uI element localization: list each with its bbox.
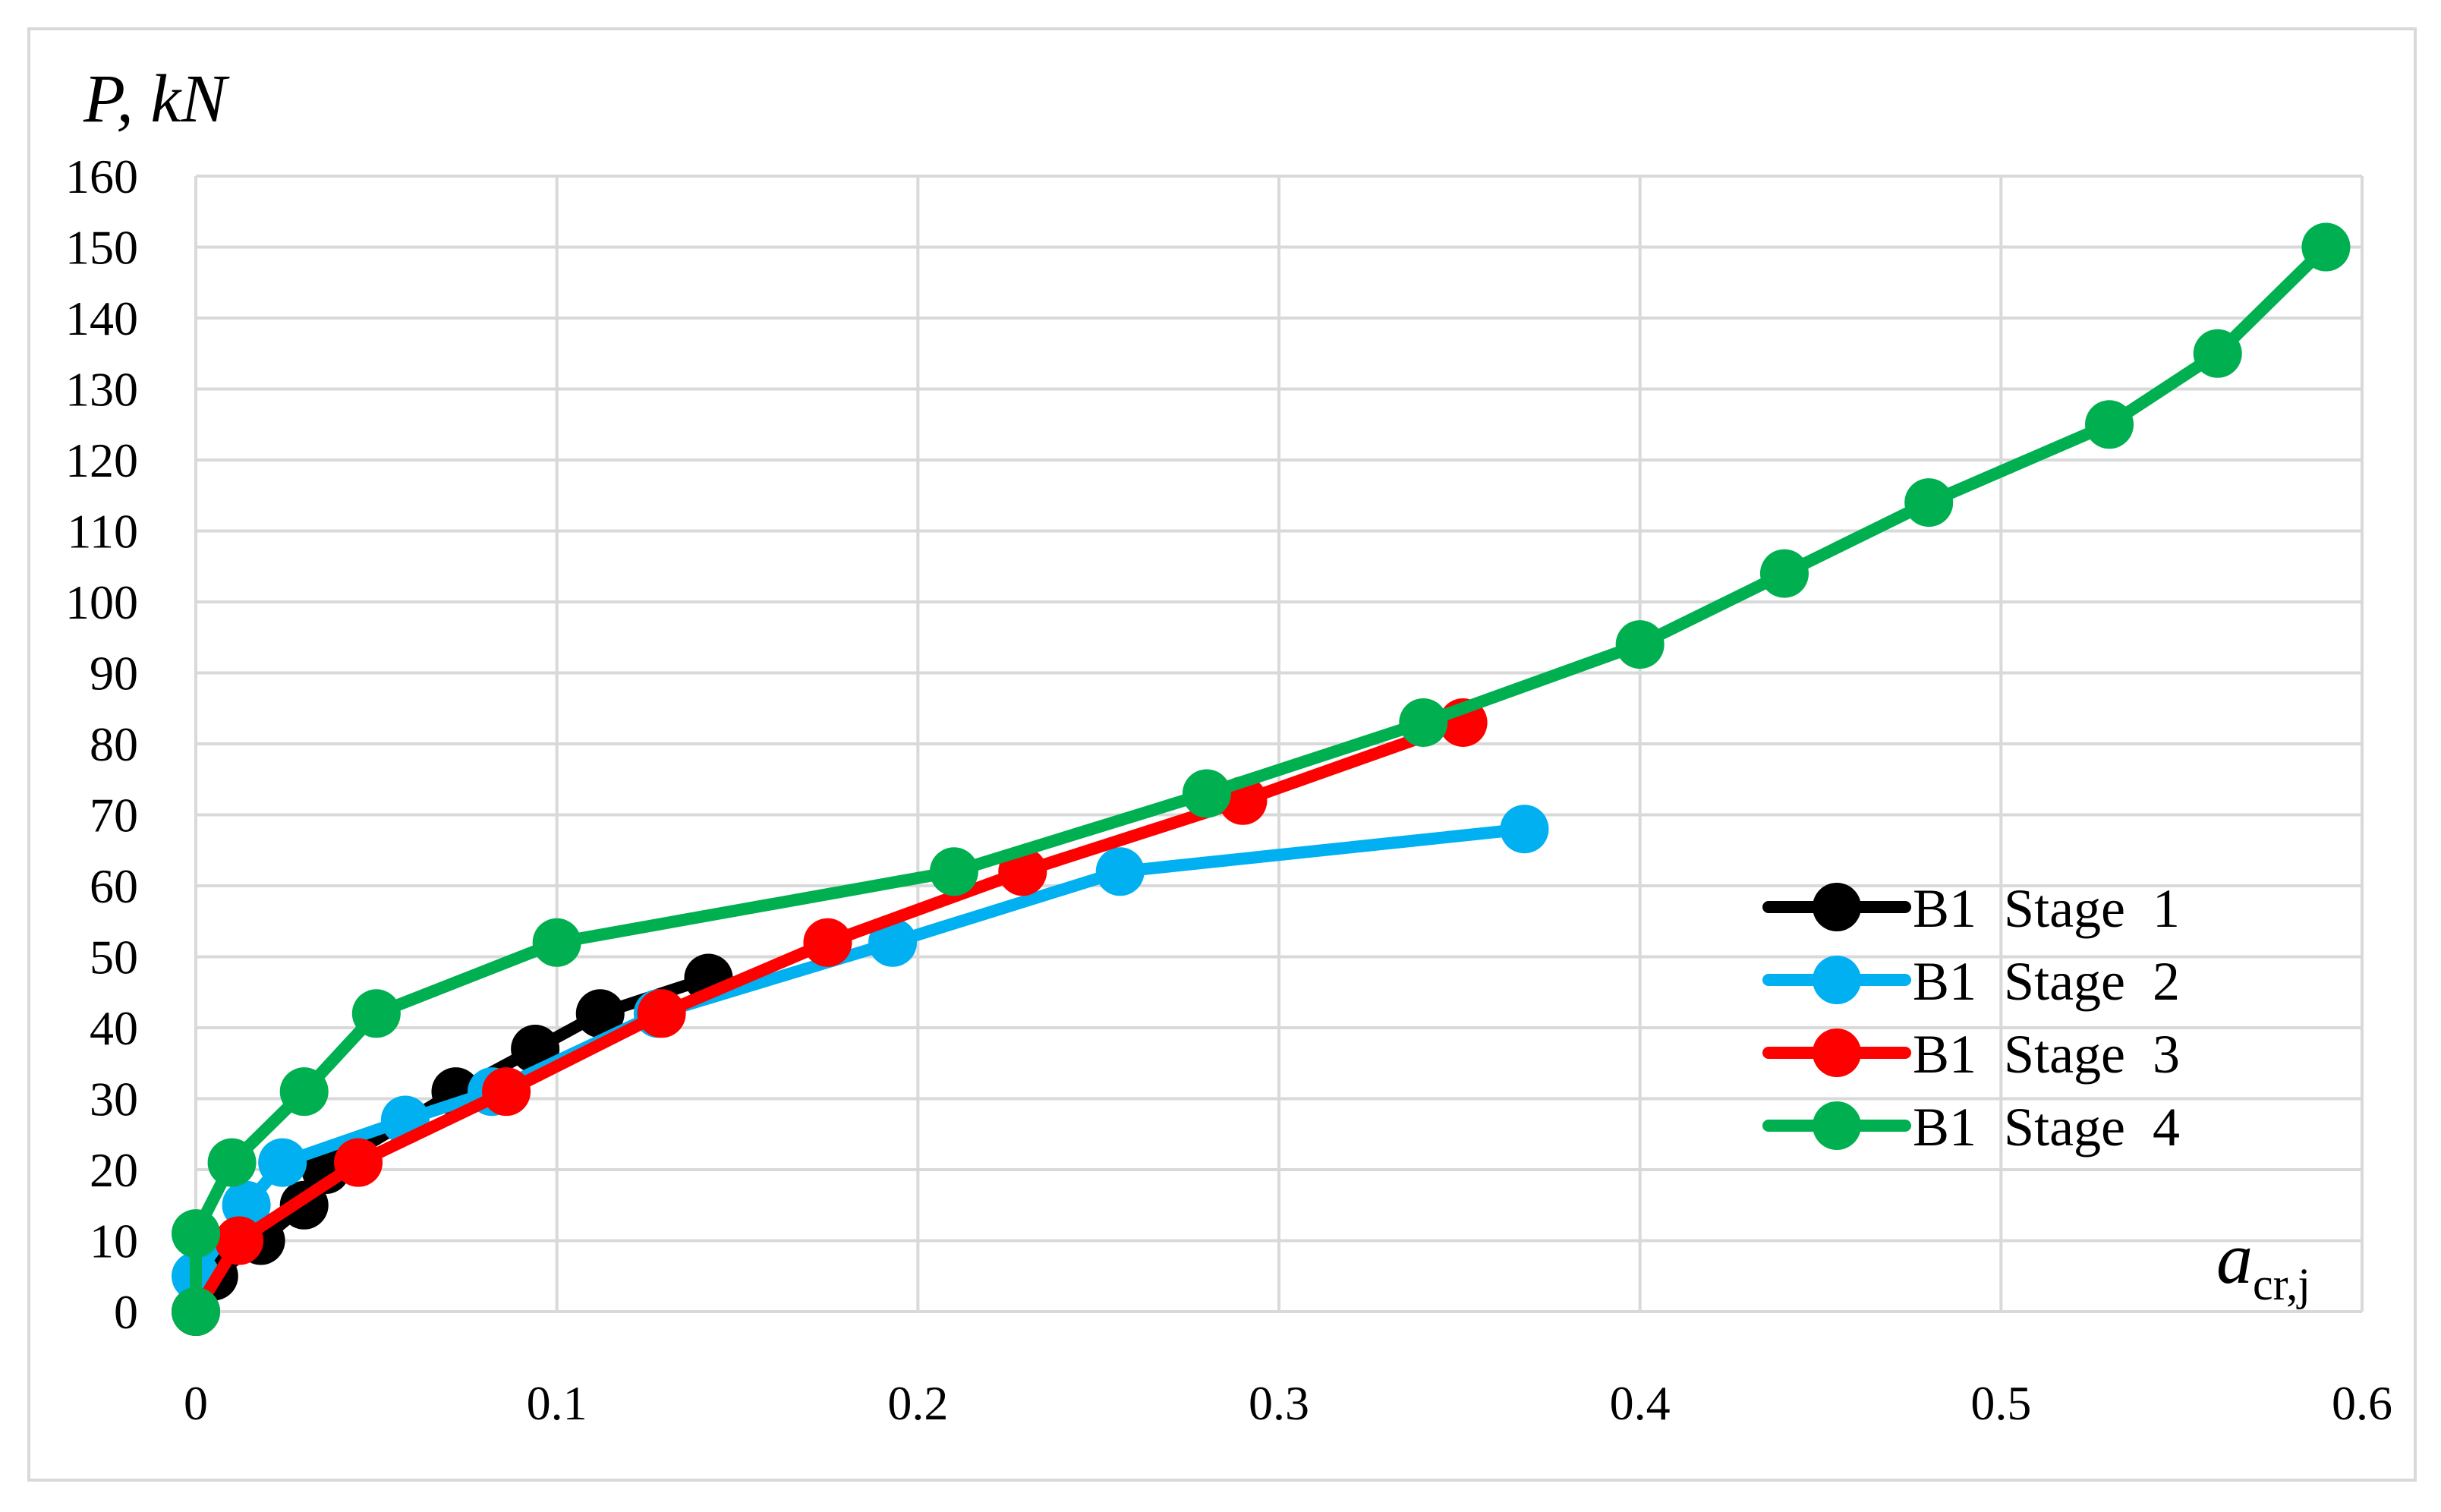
data-point bbox=[2085, 400, 2134, 449]
x-tick-label: 0.2 bbox=[887, 1376, 948, 1430]
x-tick-label: 0.3 bbox=[1249, 1376, 1309, 1430]
y-tick-label: 30 bbox=[90, 1073, 138, 1126]
data-point bbox=[172, 1287, 220, 1336]
legend-item-stage-1: B1 Stage 1 bbox=[1762, 878, 2180, 939]
legend: B1 Stage 1 B1 Stage 2 B1 Stage 3 B1 Stage 4 bbox=[1762, 878, 2180, 1158]
legend-label: B1 Stage 1 bbox=[1913, 878, 2180, 939]
y-tick-label: 40 bbox=[90, 1001, 138, 1055]
grid-lines bbox=[194, 175, 2364, 1313]
data-point bbox=[1904, 478, 1954, 528]
data-point bbox=[2193, 329, 2242, 378]
y-tick-label: 70 bbox=[90, 789, 138, 843]
data-point bbox=[172, 1209, 220, 1258]
y-tick-label: 10 bbox=[90, 1214, 138, 1268]
data-point bbox=[1759, 549, 1809, 598]
x-tick-label: 0.4 bbox=[1610, 1376, 1671, 1430]
y-axis-tick-labels: 0 10 20 30 40 50 60 70 80 90 100 110 120 130 140 150 160 bbox=[65, 150, 138, 1339]
data-point bbox=[868, 918, 918, 967]
series-stage-4 bbox=[172, 222, 2351, 1336]
data-point bbox=[1095, 847, 1145, 896]
y-tick-label: 0 bbox=[114, 1285, 138, 1339]
y-tick-label: 80 bbox=[90, 717, 138, 771]
y-tick-label: 150 bbox=[65, 221, 138, 275]
data-point bbox=[351, 989, 401, 1038]
legend-item-stage-3: B1 Stage 3 bbox=[1762, 1024, 2180, 1085]
data-point bbox=[1500, 805, 1549, 854]
data-series bbox=[172, 222, 2351, 1336]
data-point bbox=[258, 1138, 307, 1187]
legend-marker bbox=[1813, 1028, 1861, 1077]
data-point bbox=[215, 1216, 264, 1265]
x-axis-title-main: a bbox=[2216, 1217, 2253, 1299]
y-tick-label: 90 bbox=[90, 647, 138, 701]
data-point bbox=[2301, 222, 2351, 272]
y-tick-label: 50 bbox=[90, 931, 138, 984]
data-point bbox=[279, 1067, 329, 1117]
legend-item-stage-4: B1 Stage 4 bbox=[1762, 1097, 2180, 1158]
legend-marker bbox=[1813, 956, 1861, 1004]
data-point bbox=[1182, 769, 1231, 818]
legend-label: B1 Stage 4 bbox=[1913, 1097, 2180, 1158]
data-point bbox=[482, 1067, 531, 1117]
y-tick-label: 120 bbox=[65, 433, 138, 487]
y-tick-label: 110 bbox=[67, 505, 138, 559]
y-tick-label: 140 bbox=[65, 291, 138, 345]
data-point bbox=[575, 989, 625, 1038]
data-point bbox=[532, 918, 581, 967]
y-axis-title: P, kN bbox=[83, 61, 230, 137]
x-axis-title-subscript: cr,j bbox=[2253, 1259, 2310, 1309]
x-tick-label: 0.1 bbox=[527, 1376, 587, 1430]
y-tick-label: 160 bbox=[65, 150, 138, 203]
data-point bbox=[929, 847, 978, 896]
legend-marker bbox=[1813, 883, 1861, 931]
x-axis-tick-labels: 0 0.1 0.2 0.3 0.4 0.5 0.6 bbox=[184, 1376, 2392, 1430]
data-point bbox=[1615, 620, 1665, 669]
x-tick-label: 0 bbox=[184, 1376, 208, 1430]
legend-label: B1 Stage 3 bbox=[1913, 1024, 2180, 1085]
data-point bbox=[1399, 698, 1448, 747]
data-point bbox=[637, 989, 686, 1038]
y-tick-label: 130 bbox=[65, 363, 138, 417]
data-point bbox=[207, 1138, 257, 1187]
legend-marker bbox=[1813, 1101, 1861, 1150]
data-point bbox=[334, 1138, 383, 1187]
x-tick-label: 0.6 bbox=[2332, 1376, 2392, 1430]
y-tick-label: 100 bbox=[65, 575, 138, 629]
legend-item-stage-2: B1 Stage 2 bbox=[1762, 951, 2180, 1012]
x-axis-title: acr,j bbox=[2216, 1217, 2310, 1309]
y-tick-label: 20 bbox=[90, 1143, 138, 1197]
y-tick-label: 60 bbox=[90, 859, 138, 913]
data-point bbox=[803, 918, 852, 967]
x-tick-label: 0.5 bbox=[1970, 1376, 2031, 1430]
legend-label: B1 Stage 2 bbox=[1913, 951, 2180, 1012]
